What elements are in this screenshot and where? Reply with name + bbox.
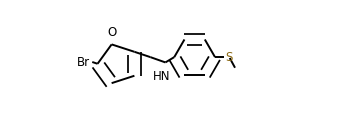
Text: Br: Br [77,56,91,68]
Text: HN: HN [153,70,171,83]
Text: O: O [107,26,116,39]
Text: S: S [225,51,232,64]
